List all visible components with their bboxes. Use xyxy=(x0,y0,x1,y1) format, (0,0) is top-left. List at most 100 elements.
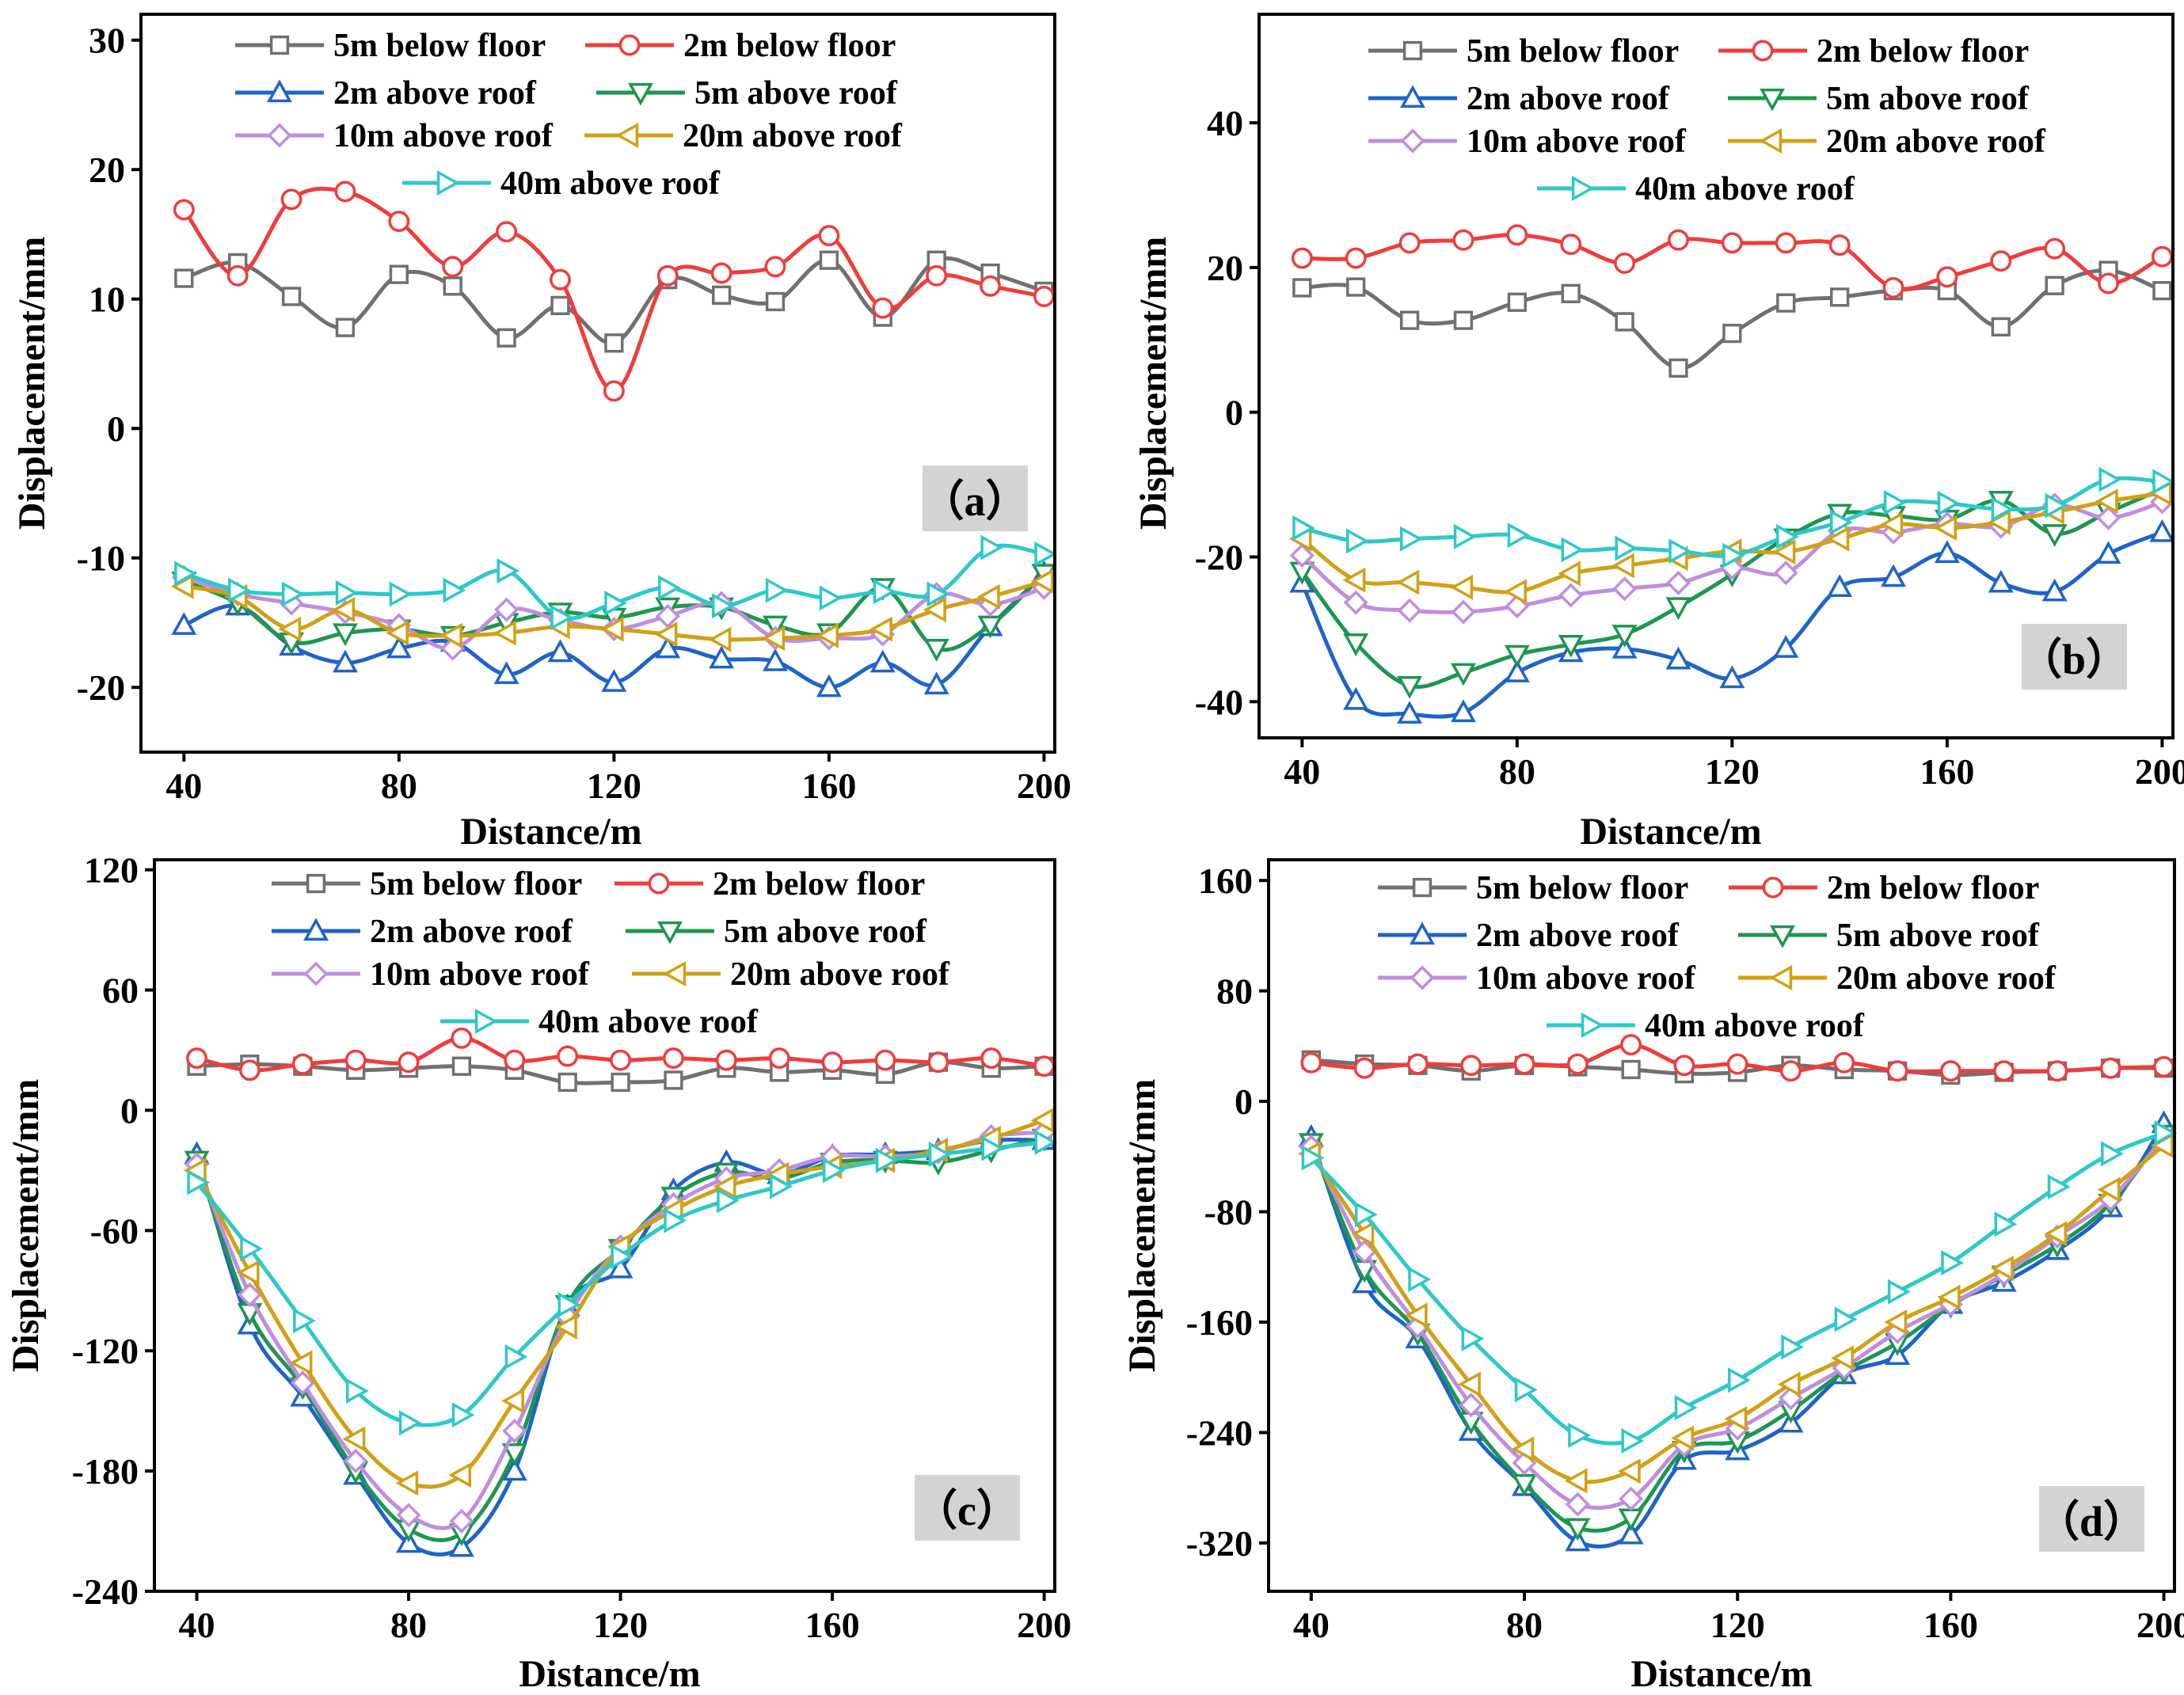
data-marker-triangle-down xyxy=(1665,597,1691,621)
y-axis-title: Displacement/mm xyxy=(11,237,53,530)
panel-a: 40 80 120 160 200 -20 -10 0 10 20 30 5m below floo… xyxy=(11,13,1071,853)
data-marker-square xyxy=(819,250,839,270)
data-marker-diamond xyxy=(1773,561,1798,586)
data-marker-circle xyxy=(2044,238,2066,260)
data-marker-triangle-right xyxy=(1514,1377,1538,1403)
data-marker-diamond xyxy=(1459,1393,1484,1418)
data-marker-triangle-right xyxy=(2047,1174,2071,1200)
data-marker-circle xyxy=(872,297,894,319)
panel-a-legend: 5m below floor 2m below floor 2m above r… xyxy=(235,28,903,202)
data-marker-circle xyxy=(1620,1034,1642,1056)
data-marker-circle xyxy=(764,256,786,278)
data-marker-square xyxy=(1453,310,1474,330)
legend-label: 2m above roof xyxy=(370,914,573,950)
y-tick-label: 160 xyxy=(1198,861,1253,901)
series-40m-above-roof xyxy=(174,534,1058,630)
y-tick-label: 120 xyxy=(84,850,139,891)
legend-label: 2m above roof xyxy=(1476,918,1680,954)
data-marker-triangle-right xyxy=(1461,1325,1485,1351)
y-tick-label: 0 xyxy=(120,1090,139,1131)
data-marker-triangle-right xyxy=(1561,537,1585,563)
data-marker-triangle-left xyxy=(439,622,462,648)
data-marker-circle xyxy=(648,872,670,895)
legend-label: 2m below floor xyxy=(1827,870,2039,906)
data-marker-square xyxy=(1668,358,1688,378)
data-marker-diamond xyxy=(494,597,519,622)
data-marker-triangle-down xyxy=(977,615,1003,639)
series-line xyxy=(1302,268,2163,371)
data-marker-circle xyxy=(1506,224,1528,246)
panel-c-legend: 5m below floor 2m below floor 2m above r… xyxy=(272,866,950,1040)
legend-item: 2m above roof xyxy=(1368,81,1670,117)
y-tick-label: 20 xyxy=(89,150,125,190)
data-marker-triangle-right xyxy=(335,580,359,606)
data-marker-triangle-down xyxy=(1504,644,1530,668)
legend-item: 5m above roof xyxy=(626,914,927,950)
data-marker-triangle-right xyxy=(711,593,735,619)
legend-item: 40m above roof xyxy=(1537,171,1855,207)
data-marker-circle xyxy=(1560,234,1582,256)
series-line xyxy=(1309,1131,2165,1446)
x-tick-label: 80 xyxy=(381,766,417,806)
data-marker-triangle-down xyxy=(657,921,683,944)
data-marker-circle xyxy=(1291,247,1313,269)
data-marker-triangle-right xyxy=(2098,466,2122,492)
legend-item: 10m above roof xyxy=(1368,124,1687,160)
data-marker-square xyxy=(1615,312,1634,332)
data-marker-square xyxy=(451,1056,472,1076)
data-marker-circle xyxy=(280,188,302,211)
y-tick-label: -60 xyxy=(90,1210,139,1251)
x-tick-label: 80 xyxy=(1506,1605,1543,1645)
data-marker-triangle-down xyxy=(1558,634,1584,658)
data-marker-triangle-left xyxy=(1558,561,1581,587)
data-marker-circle xyxy=(504,1049,526,1071)
data-marker-circle xyxy=(550,268,571,291)
y-tick-label: 40 xyxy=(1207,103,1243,143)
data-marker-triangle-right xyxy=(228,577,251,603)
data-marker-triangle-right xyxy=(819,585,843,611)
x-axis-title: Distance/m xyxy=(1580,811,1761,853)
data-marker-triangle-right xyxy=(1994,1211,2018,1237)
data-marker-triangle-right xyxy=(604,590,627,616)
data-marker-triangle-right xyxy=(2152,469,2176,495)
panel-b-label: （b） xyxy=(2019,624,2129,690)
panel-a-ticks: 40 80 120 160 200 -20 -10 0 10 20 30 xyxy=(77,21,1071,806)
data-marker-triangle-right xyxy=(1408,1267,1432,1292)
x-tick-label: 200 xyxy=(1017,766,1071,806)
series-5m-below-floor xyxy=(1292,260,2172,378)
legend-label: 20m above roof xyxy=(1836,960,2057,997)
data-marker-triangle-right xyxy=(658,575,681,601)
panel-b-legend: 5m below floor 2m below floor 2m above r… xyxy=(1368,33,2046,207)
legend-item: 2m below floor xyxy=(614,866,925,903)
panel-label-text: （a） xyxy=(922,477,1029,525)
data-marker-triangle-left xyxy=(2097,1176,2121,1203)
data-marker-circle xyxy=(1939,1060,1961,1082)
data-marker-triangle-right xyxy=(2045,492,2068,519)
legend-label: 2m above roof xyxy=(333,75,537,112)
series-5m-above-roof xyxy=(171,564,1057,662)
data-marker-diamond xyxy=(1666,570,1691,595)
legend-item: 20m above roof xyxy=(1728,124,2046,160)
series-2m-below-floor xyxy=(1300,1034,2174,1082)
data-marker-square xyxy=(306,873,326,894)
data-marker-triangle-left xyxy=(2044,1221,2068,1247)
x-axis-title: Distance/m xyxy=(460,811,641,853)
series-line xyxy=(1309,1133,2166,1533)
data-marker-triangle-right xyxy=(1621,1427,1645,1454)
data-marker-triangle-down xyxy=(1343,633,1369,656)
data-marker-triangle-up xyxy=(547,639,573,663)
data-marker-triangle-down xyxy=(1565,1518,1591,1541)
data-marker-diamond xyxy=(1410,965,1435,990)
legend-label: 2m below floor xyxy=(683,28,896,64)
series-line xyxy=(195,1140,1044,1427)
data-marker-diamond xyxy=(237,1282,262,1307)
legend-item: 5m above roof xyxy=(1728,81,2030,117)
legend-label: 5m below floor xyxy=(333,28,546,64)
data-marker-square xyxy=(1346,277,1366,297)
data-marker-triangle-left xyxy=(1351,1221,1375,1247)
data-marker-diamond xyxy=(1612,576,1638,602)
data-marker-circle xyxy=(1300,1051,1322,1074)
panel-label-text: （b） xyxy=(2019,636,2129,683)
panel-label-box xyxy=(2022,624,2127,690)
data-marker-circle xyxy=(926,264,948,287)
